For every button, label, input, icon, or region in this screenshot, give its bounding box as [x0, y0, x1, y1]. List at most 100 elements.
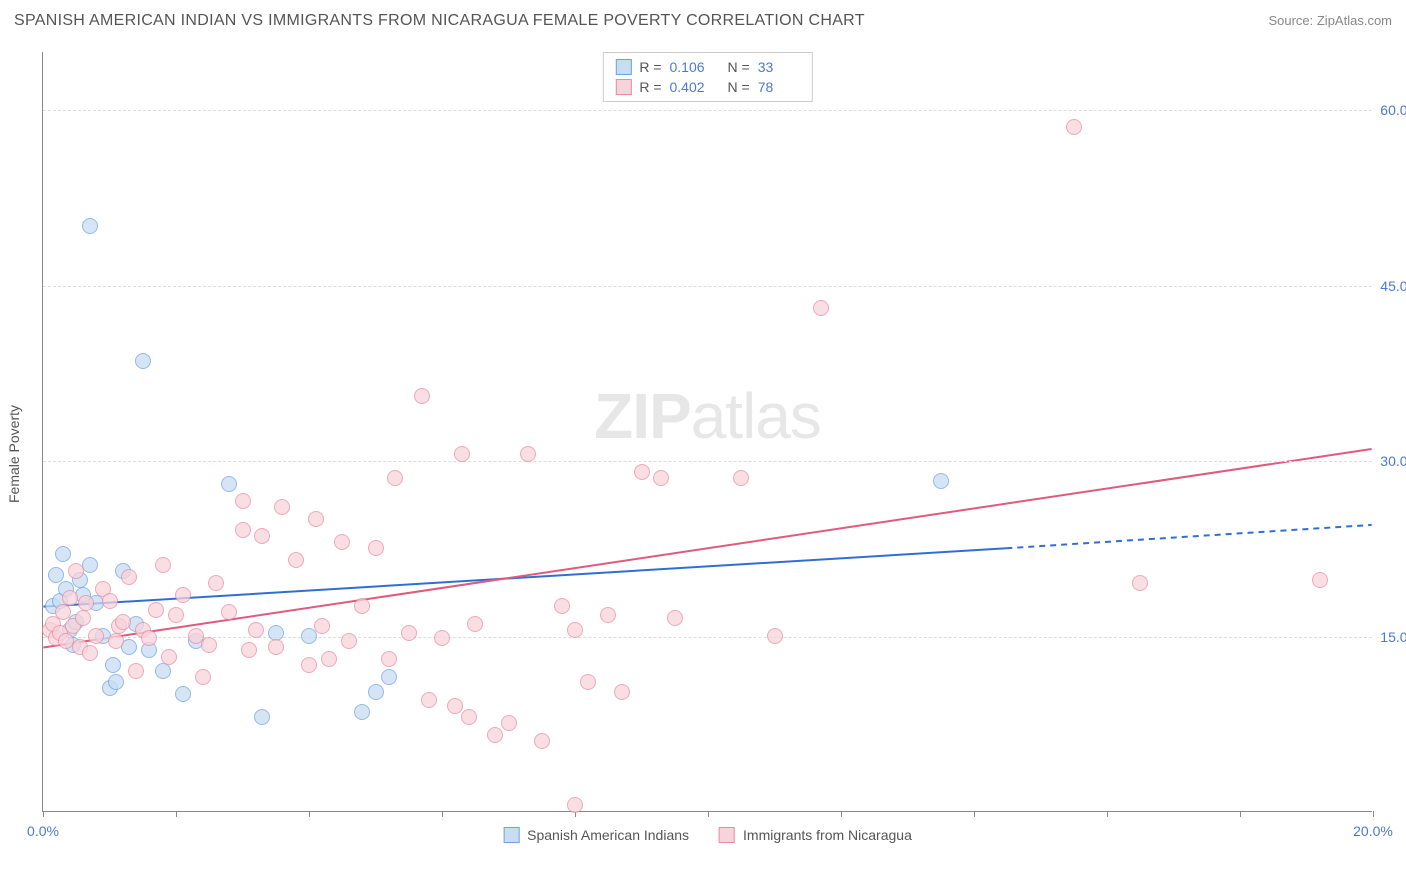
chart-header: SPANISH AMERICAN INDIAN VS IMMIGRANTS FR…	[14, 12, 1392, 30]
scatter-point	[175, 686, 191, 702]
scatter-point	[55, 604, 71, 620]
scatter-point	[135, 353, 151, 369]
scatter-point	[88, 628, 104, 644]
series-swatch	[615, 59, 631, 75]
scatter-point	[567, 622, 583, 638]
y-axis-label: Female Poverty	[6, 405, 22, 503]
correlation-stats-box: R =0.106N =33R =0.402N =78	[602, 52, 812, 102]
watermark-zip: ZIP	[594, 380, 691, 452]
scatter-point	[241, 642, 257, 658]
scatter-point	[1066, 119, 1082, 135]
scatter-point	[614, 684, 630, 700]
source-attribution: Source: ZipAtlas.com	[1268, 13, 1392, 28]
legend-swatch	[719, 827, 735, 843]
scatter-point	[175, 587, 191, 603]
scatter-point	[341, 633, 357, 649]
scatter-point	[381, 651, 397, 667]
scatter-point	[381, 669, 397, 685]
gridline	[43, 637, 1372, 638]
scatter-point	[368, 540, 384, 556]
x-tick	[708, 811, 709, 817]
r-label: R =	[639, 59, 661, 75]
series-legend: Spanish American Indians Immigrants from …	[503, 827, 912, 843]
scatter-point	[115, 614, 131, 630]
n-value: 78	[758, 79, 800, 95]
scatter-point	[767, 628, 783, 644]
r-label: R =	[639, 79, 661, 95]
scatter-point	[1132, 575, 1148, 591]
r-value: 0.106	[670, 59, 712, 75]
scatter-point	[401, 625, 417, 641]
scatter-point	[813, 300, 829, 316]
scatter-point	[600, 607, 616, 623]
scatter-point	[308, 511, 324, 527]
scatter-point	[141, 630, 157, 646]
scatter-point	[467, 616, 483, 632]
scatter-point	[201, 637, 217, 653]
scatter-point	[235, 522, 251, 538]
scatter-point	[254, 528, 270, 544]
x-tick	[1107, 811, 1108, 817]
gridline	[43, 461, 1372, 462]
scatter-point	[567, 797, 583, 813]
y-tick-label: 15.0%	[1376, 629, 1406, 645]
watermark: ZIPatlas	[594, 379, 821, 453]
scatter-point	[487, 727, 503, 743]
scatter-point	[102, 593, 118, 609]
scatter-point	[208, 575, 224, 591]
x-tick	[176, 811, 177, 817]
scatter-point	[161, 649, 177, 665]
legend-label: Immigrants from Nicaragua	[743, 827, 912, 843]
stat-row: R =0.106N =33	[615, 57, 799, 77]
x-tick	[43, 811, 44, 817]
scatter-point	[108, 674, 124, 690]
scatter-point	[274, 499, 290, 515]
watermark-atlas: atlas	[691, 380, 821, 452]
scatter-point	[634, 464, 650, 480]
scatter-point	[82, 218, 98, 234]
scatter-point	[447, 698, 463, 714]
scatter-point	[933, 473, 949, 489]
scatter-point	[354, 704, 370, 720]
scatter-point	[354, 598, 370, 614]
n-label: N =	[728, 79, 750, 95]
legend-swatch	[503, 827, 519, 843]
series-swatch	[615, 79, 631, 95]
scatter-point	[221, 476, 237, 492]
scatter-point	[155, 663, 171, 679]
scatter-point	[82, 645, 98, 661]
scatter-point	[288, 552, 304, 568]
x-tick	[1240, 811, 1241, 817]
scatter-point	[334, 534, 350, 550]
scatter-point	[254, 709, 270, 725]
scatter-point	[78, 595, 94, 611]
scatter-point	[554, 598, 570, 614]
scatter-point	[314, 618, 330, 634]
r-value: 0.402	[670, 79, 712, 95]
scatter-point	[301, 657, 317, 673]
x-tick	[841, 811, 842, 817]
scatter-point	[128, 663, 144, 679]
scatter-point	[195, 669, 211, 685]
trend-lines	[43, 52, 1372, 811]
scatter-point	[434, 630, 450, 646]
scatter-point	[75, 610, 91, 626]
legend-item: Spanish American Indians	[503, 827, 689, 843]
gridline	[43, 110, 1372, 111]
plot-area: ZIPatlas R =0.106N =33R =0.402N =78 Span…	[42, 52, 1372, 812]
x-tick	[442, 811, 443, 817]
scatter-point	[108, 633, 124, 649]
scatter-point	[421, 692, 437, 708]
scatter-point	[221, 604, 237, 620]
scatter-point	[501, 715, 517, 731]
scatter-point	[268, 639, 284, 655]
x-tick-label: 20.0%	[1353, 823, 1393, 839]
y-tick-label: 60.0%	[1376, 102, 1406, 118]
x-tick	[974, 811, 975, 817]
gridline	[43, 286, 1372, 287]
scatter-point	[667, 610, 683, 626]
scatter-point	[105, 657, 121, 673]
scatter-point	[155, 557, 171, 573]
y-tick-label: 30.0%	[1376, 453, 1406, 469]
scatter-point	[580, 674, 596, 690]
